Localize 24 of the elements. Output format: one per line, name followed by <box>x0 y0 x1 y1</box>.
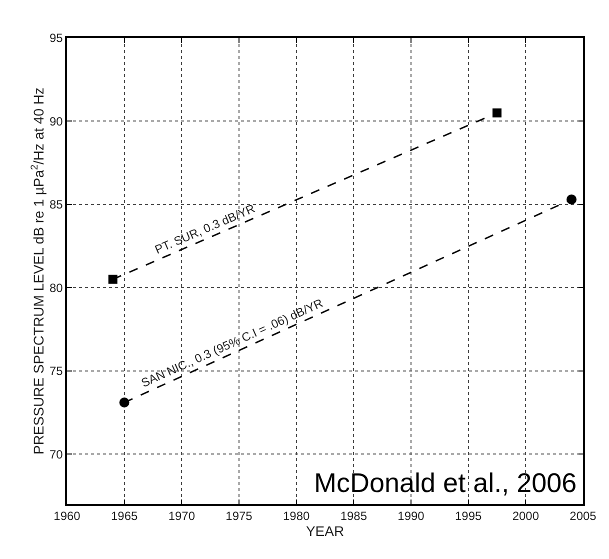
x-tick-label: 1965 <box>110 509 138 524</box>
y-tick-label: 80 <box>49 280 64 295</box>
x-tick-label: 2000 <box>512 509 540 524</box>
annotation: SAN NIC., 0.3 (95% C.I = .06) dB/YR <box>139 296 326 390</box>
y-tick-label: 85 <box>49 198 64 212</box>
y-tick-label: 70 <box>49 447 64 462</box>
x-axis-title: YEAR <box>306 523 344 540</box>
y-tick-label: 75 <box>49 364 64 378</box>
point <box>108 274 118 284</box>
annotation: McDonald et al., 2006 <box>314 468 577 498</box>
x-tick-label: 1975 <box>226 509 253 524</box>
x-tick-label: 1990 <box>398 509 425 524</box>
point <box>492 108 502 118</box>
point <box>566 194 577 204</box>
x-tick-label: 2005 <box>570 509 597 524</box>
x-tick-label: 1960 <box>54 509 81 524</box>
x-tick-label: 1970 <box>168 509 196 524</box>
y-tick-label: 90 <box>49 114 64 128</box>
point <box>119 397 130 408</box>
x-tick-label: 1985 <box>340 509 368 524</box>
x-tick-label: 1995 <box>454 509 482 524</box>
y-tick-label: 95 <box>49 31 64 46</box>
annotation: PT. SUR, 0.3 dB/YR <box>152 201 258 257</box>
x-tick-label: 1980 <box>282 509 310 524</box>
